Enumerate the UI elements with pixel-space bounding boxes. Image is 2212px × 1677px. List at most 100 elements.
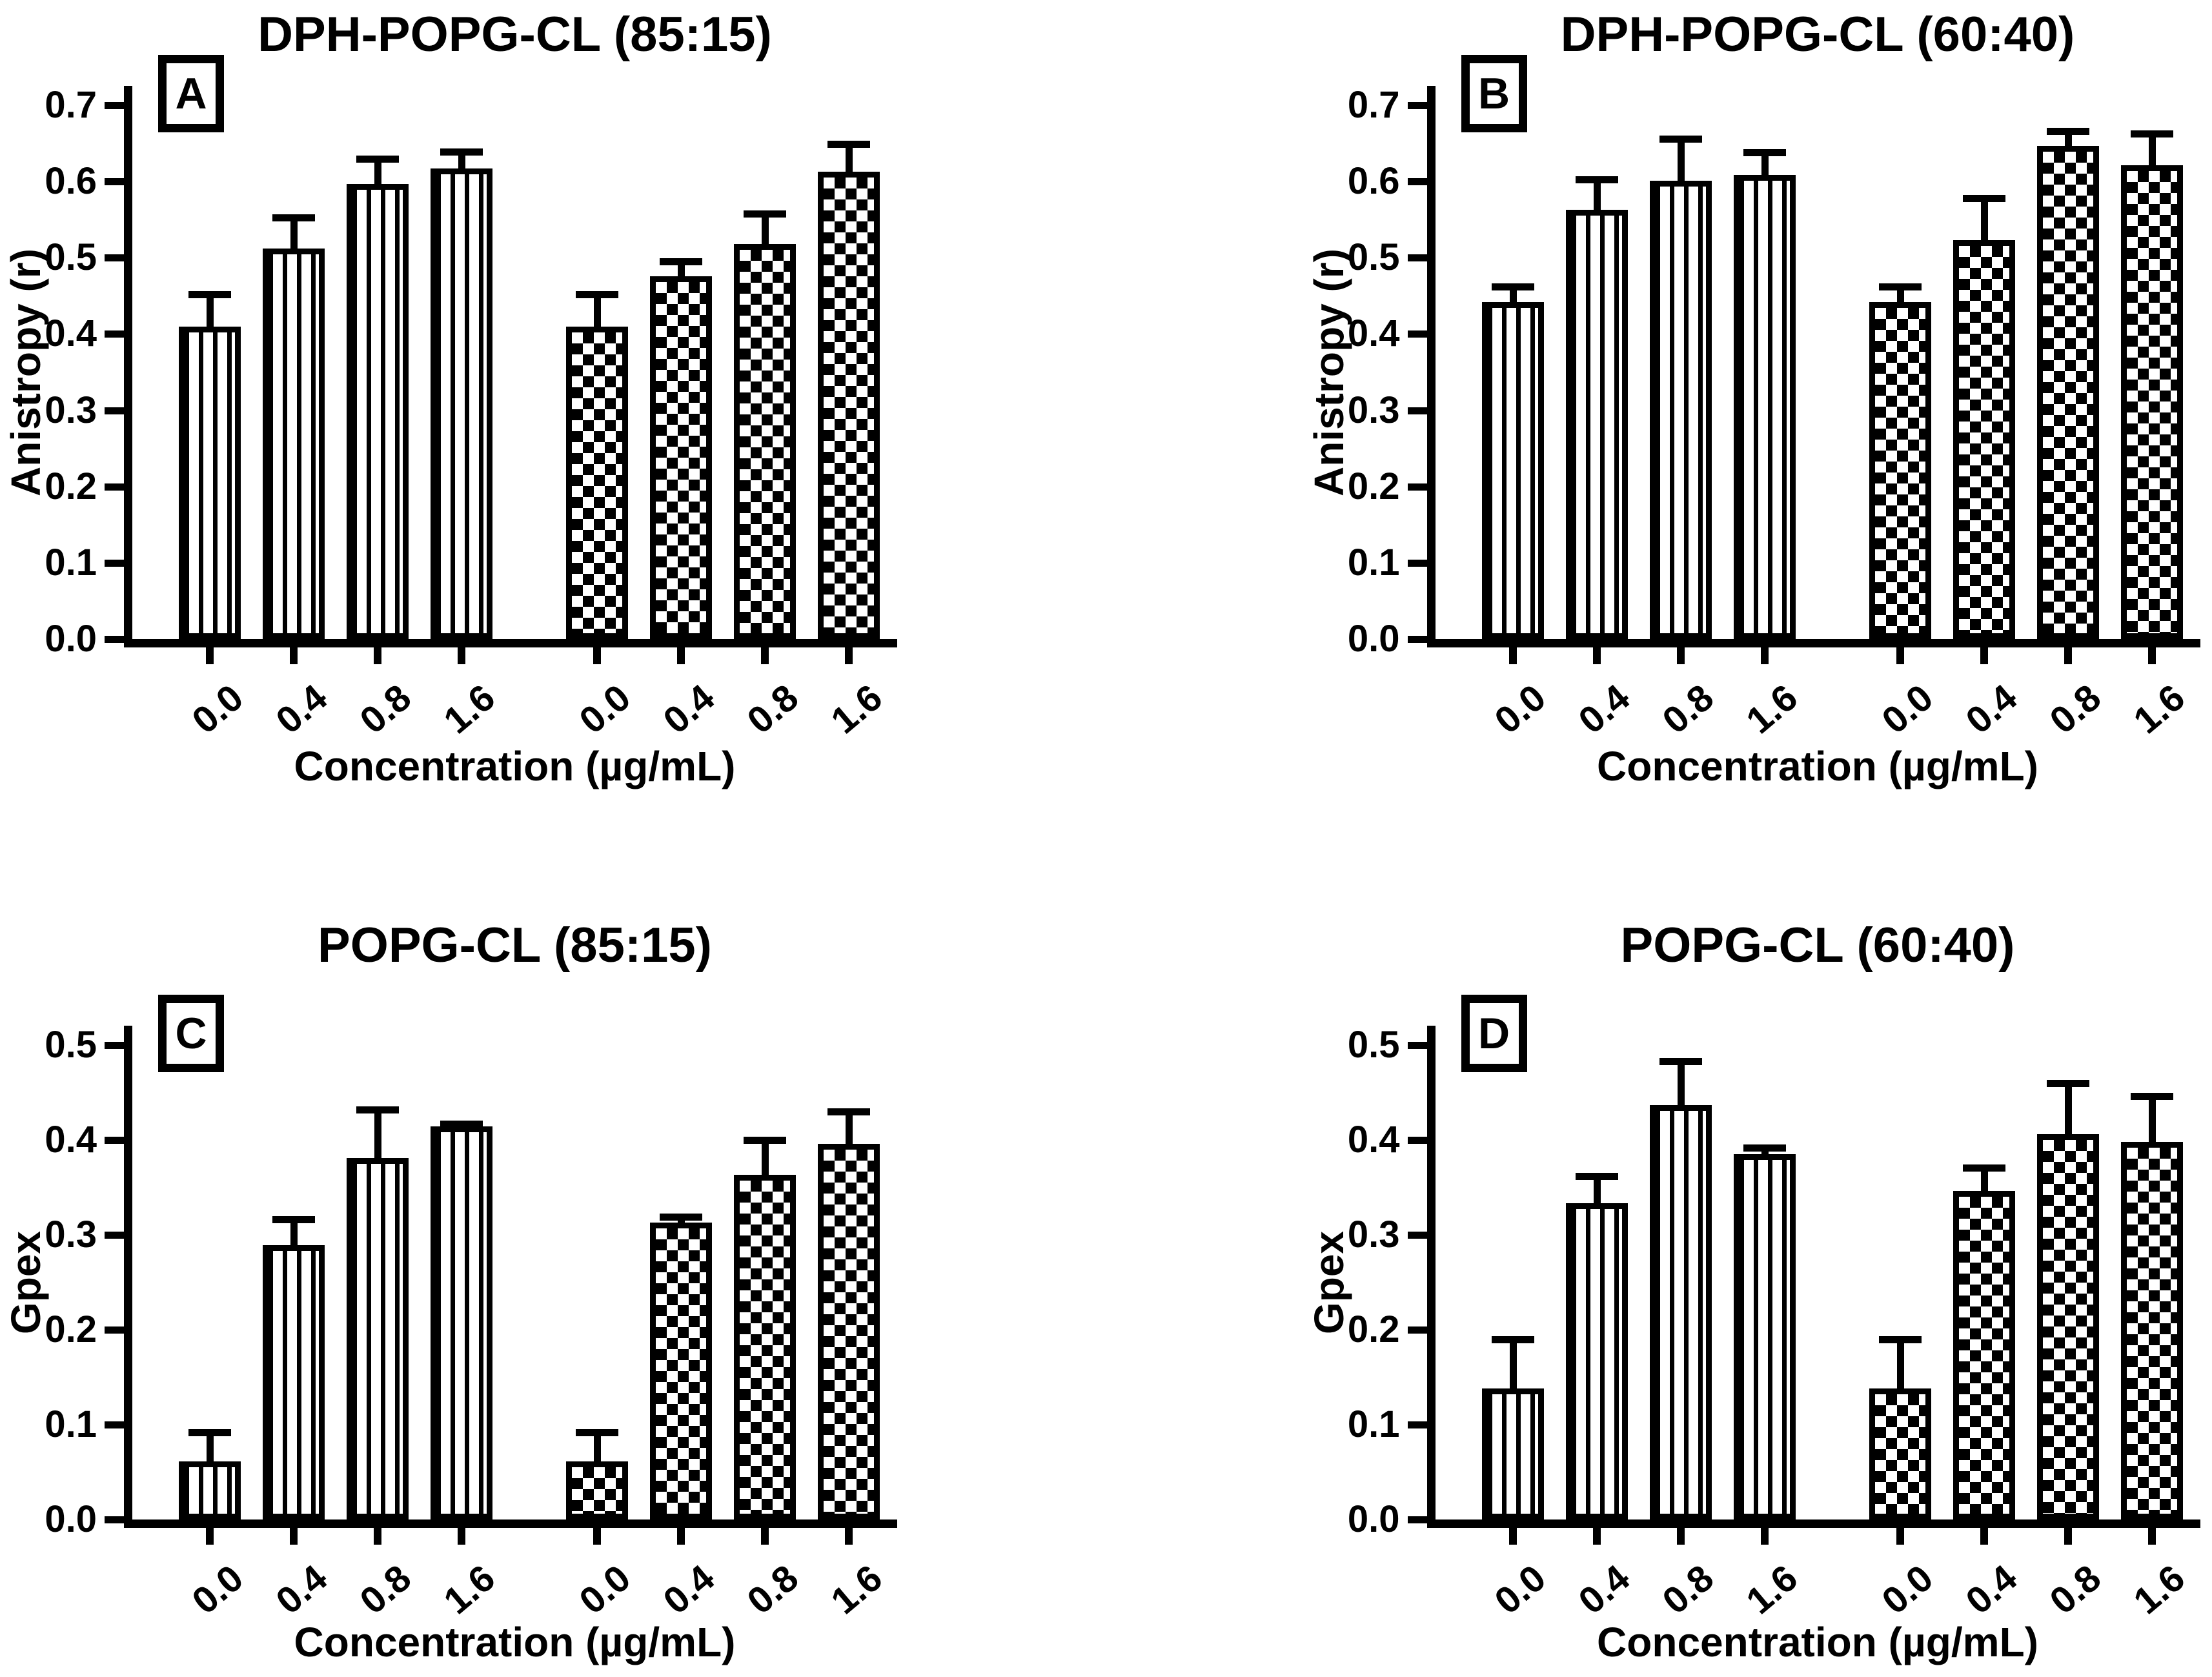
error-bar-cap: [1491, 283, 1534, 291]
error-bar-cap: [1878, 1336, 1922, 1343]
striped-bar: [179, 326, 241, 639]
y-tick-mark: [1407, 407, 1427, 414]
x-tick-mark: [1760, 647, 1769, 664]
checkered-bar: [650, 1222, 712, 1519]
x-tick-mark: [593, 1528, 601, 1545]
striped-bar: [263, 1245, 325, 1519]
x-tick-label: 1.6: [1738, 1556, 1806, 1623]
x-tick-label: 0.0: [1874, 676, 1942, 742]
x-tick-label: 1.6: [823, 1556, 890, 1623]
checkered-bar: [2120, 1141, 2183, 1519]
y-tick-mark: [1407, 636, 1427, 643]
error-bar-line: [762, 213, 769, 250]
y-axis-title: Anistropy (r): [1305, 248, 1352, 496]
error-bar-cap: [1743, 149, 1786, 157]
error-bar-line: [762, 1140, 769, 1181]
x-tick-label: 0.4: [1570, 676, 1638, 742]
y-axis-title: Anistropy (r): [3, 248, 49, 496]
x-axis-title: Concentration (µg/mL): [294, 1619, 736, 1665]
x-axis-title: Concentration (µg/mL): [1597, 1619, 2038, 1665]
y-tick-label: 0.3: [1347, 1214, 1400, 1255]
x-tick-mark: [1508, 647, 1517, 664]
y-tick-label: 0.1: [1347, 541, 1400, 584]
error-bar-cap: [356, 1106, 399, 1113]
x-tick-mark: [845, 647, 853, 664]
error-bar-cap: [827, 1108, 870, 1115]
x-tick-mark: [677, 1528, 685, 1545]
panel-letter: C: [175, 1009, 207, 1058]
striped-bar: [1565, 1203, 1628, 1519]
x-tick-mark: [206, 647, 214, 664]
checkered-bar: [1869, 301, 1931, 639]
chart-title: POPG-CL (60:40): [1620, 918, 2015, 973]
y-tick-mark: [1407, 559, 1427, 567]
x-tick-mark: [1592, 1528, 1601, 1545]
chart-title: DPH-POPG-CL (85:15): [258, 7, 772, 62]
x-tick-mark: [1980, 1528, 1988, 1545]
error-bar-cap: [188, 290, 231, 298]
error-bar-line: [2148, 133, 2156, 172]
y-tick-mark: [105, 1516, 124, 1523]
y-tick-mark: [105, 1137, 124, 1144]
error-bar-cap: [440, 148, 483, 156]
x-axis: [124, 1519, 897, 1528]
x-tick-label: 0.4: [655, 676, 722, 742]
error-bar-line: [1677, 138, 1685, 187]
y-tick-mark: [105, 254, 124, 262]
error-bar-cap: [188, 1428, 231, 1436]
striped-bar: [179, 1461, 241, 1519]
error-bar-line: [1509, 287, 1517, 308]
error-bar-line: [290, 217, 298, 255]
error-bar-cap: [744, 210, 786, 218]
error-bar-cap: [1743, 1144, 1786, 1152]
x-tick-mark: [1896, 1528, 1904, 1545]
x-tick-mark: [761, 647, 769, 664]
error-bar-line: [1593, 1175, 1601, 1210]
y-tick-label: 0.3: [45, 1214, 97, 1255]
error-bar-line: [374, 158, 381, 190]
y-tick-mark: [105, 1042, 124, 1049]
x-tick-mark: [1508, 1528, 1517, 1545]
y-tick-label: 0.4: [45, 312, 97, 355]
error-bar-line: [1980, 198, 1988, 247]
checkered-bar: [1953, 240, 2015, 639]
y-tick-label: 0.1: [45, 1403, 97, 1445]
error-bar-line: [678, 1217, 685, 1228]
panel-letter: D: [1477, 1009, 1510, 1058]
chart-title: DPH-POPG-CL (60:40): [1560, 7, 2075, 62]
y-tick-label: 0.5: [1347, 236, 1400, 279]
y-tick-mark: [105, 1326, 124, 1334]
error-bar-cap: [272, 214, 315, 221]
striped-bar: [1565, 209, 1628, 639]
checkered-bar: [2120, 165, 2183, 639]
y-tick-label: 0.0: [45, 618, 97, 660]
panel-letter: A: [175, 69, 207, 118]
x-tick-label: 0.4: [1570, 1556, 1638, 1623]
striped-bar: [347, 183, 409, 639]
y-tick-mark: [1407, 483, 1427, 491]
error-bar-cap: [1575, 1172, 1618, 1180]
x-tick-mark: [761, 1528, 769, 1545]
x-tick-mark: [2064, 647, 2072, 664]
x-tick-label: 0.0: [1874, 1556, 1942, 1623]
x-tick-label: 0.8: [1654, 676, 1722, 742]
x-tick-mark: [1980, 647, 1988, 664]
panel-a: DPH-POPG-CL (85:15) A Anistropy (r) 0.0 0.1 0…: [0, 0, 1106, 838]
x-tick-mark: [1760, 1528, 1769, 1545]
error-bar-cap: [576, 290, 618, 298]
y-tick-label: 0.4: [1347, 1119, 1400, 1161]
error-bar-line: [1896, 1339, 1904, 1395]
x-tick-mark: [1676, 1528, 1685, 1545]
error-bar-line: [374, 1109, 381, 1164]
x-tick-mark: [845, 1528, 853, 1545]
striped-bar: [1649, 180, 1712, 639]
x-tick-label: 0.0: [571, 676, 638, 742]
y-tick-label: 0.2: [1347, 465, 1400, 507]
x-tick-mark: [2064, 1528, 2072, 1545]
x-tick-mark: [1896, 647, 1904, 664]
y-tick-mark: [1407, 1042, 1427, 1049]
panel-letter: B: [1477, 69, 1510, 118]
x-tick-mark: [290, 1528, 298, 1545]
error-bar-line: [207, 1432, 214, 1468]
